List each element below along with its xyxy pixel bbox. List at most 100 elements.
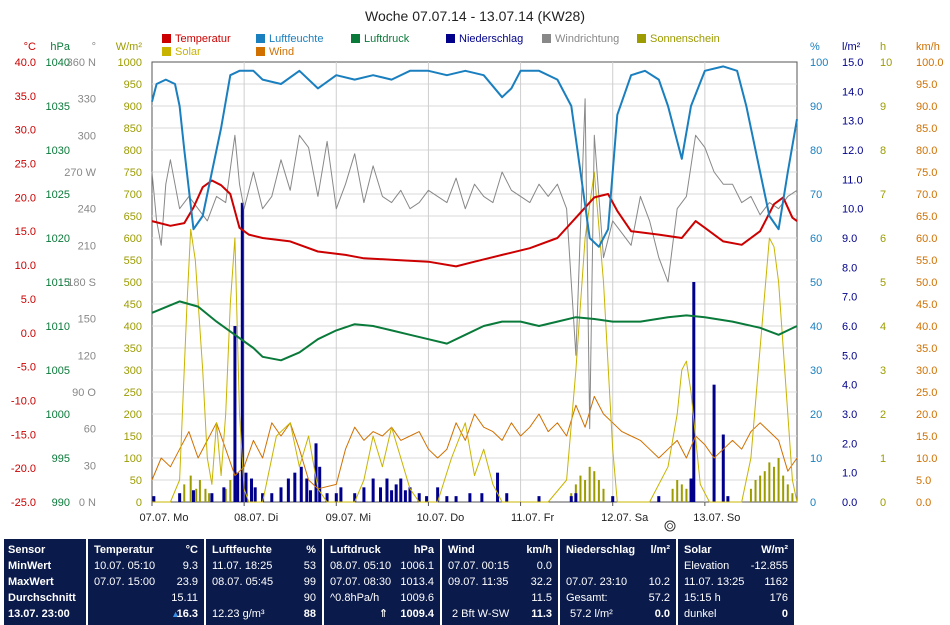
tick-wind-30-0: 30.0	[916, 365, 937, 377]
solar-elevation-label: Elevation	[684, 560, 730, 572]
tick-press-1000: 1000	[46, 409, 70, 421]
rain-bar-2	[191, 490, 195, 502]
tick-press-1015: 1015	[46, 277, 70, 289]
rain-bar-23	[339, 487, 343, 502]
wind-max-value: 32.2	[530, 576, 552, 588]
tick-sun-10: 10	[880, 57, 892, 69]
rain-bar-35	[425, 496, 429, 502]
temperatur-current: 16.3	[176, 608, 198, 620]
scroll-handle-icon[interactable]	[664, 520, 676, 532]
sun-bar-21	[749, 488, 752, 502]
tick-solar-0: 0	[136, 497, 142, 509]
tick-wind-95-0: 95.0	[916, 79, 937, 91]
legend-swatch-sun	[637, 34, 646, 43]
legend-swatch-temp	[162, 34, 171, 43]
sun-bar-25	[768, 462, 771, 502]
tick-solar-200: 200	[124, 409, 142, 421]
luftdruck-min-time: 08.07. 05:10	[330, 560, 392, 572]
rain-bar-33	[408, 487, 412, 502]
tick-sun-6: 6	[880, 233, 886, 245]
rain-bar-22	[334, 493, 338, 502]
luftdruck-header: Luftdruck	[330, 544, 381, 556]
sunshine-duration: 15:15 h	[684, 592, 721, 604]
tick-wdir-150: 150	[78, 314, 96, 326]
tick-solar-900: 900	[124, 101, 142, 113]
legend-swatch-hum	[256, 34, 265, 43]
series-lines	[151, 65, 798, 503]
rain-bar-30	[394, 484, 398, 502]
rain-bar-6	[236, 472, 240, 502]
tick-hum-70: 70	[810, 189, 822, 201]
sunshine-value: 176	[769, 592, 788, 604]
wind-avg: 11.5	[531, 592, 552, 604]
tick-solar-800: 800	[124, 145, 142, 157]
niederschlag-max-value: 10.2	[648, 576, 670, 588]
tick-sun-1: 1	[880, 453, 886, 465]
x-label-6: 13.07. So	[693, 512, 740, 524]
wind-unit: km/h	[526, 544, 552, 556]
tick-rain-7-0: 7.0	[842, 292, 857, 304]
legend-swatch-rain	[446, 34, 455, 43]
legend: Temperatur Luftfeuchte Luftdruck Niederschl…	[162, 33, 720, 58]
tick-rain-14-0: 14.0	[842, 86, 863, 98]
tick-rain-8-0: 8.0	[842, 262, 857, 274]
tick-solar-100: 100	[124, 453, 142, 465]
sun-bar-7	[229, 480, 232, 502]
tick-wdir-60: 60	[84, 424, 96, 436]
trend-up-icon: ▲	[171, 609, 180, 619]
sun-bar-5	[208, 493, 211, 502]
tick-hum-60: 60	[810, 233, 822, 245]
max-label: MaxWert	[8, 576, 54, 588]
rain-bar-12	[270, 493, 274, 502]
tick-temp-20-0: 20.0	[15, 192, 36, 204]
tick-solar-600: 600	[124, 233, 142, 245]
temperatur-max-time: 07.07. 15:00	[94, 576, 156, 588]
luftfeuchte-section: Luftfeuchte% 11.07. 18:25 53 08.07. 05:45…	[206, 539, 322, 625]
tick-temp--20-0: -20.0	[11, 463, 36, 475]
temperatur-unit: °C	[185, 544, 198, 556]
rain-bar-29	[390, 490, 394, 502]
tick-solar-50: 50	[130, 475, 142, 487]
temperatur-min-time: 10.07. 05:10	[94, 560, 156, 572]
rising-arrow-icon: ⇑	[378, 608, 388, 620]
rain-bar-0	[152, 496, 156, 502]
axis-unit-temp: °C	[24, 41, 36, 53]
rain-bar-25	[362, 487, 366, 502]
x-label-5: 12.07. Sa	[601, 512, 649, 524]
x-label-0: 07.07. Mo	[140, 512, 189, 524]
tick-solar-150: 150	[124, 431, 142, 443]
rain-bar-50	[712, 384, 716, 502]
tick-temp--10-0: -10.0	[11, 395, 36, 407]
tick-rain-0-0: 0.0	[842, 497, 857, 509]
sun-bar-6	[224, 488, 227, 502]
tick-hum-80: 80	[810, 145, 822, 157]
tick-rain-11-0: 11.0	[842, 174, 863, 186]
tick-rain-12-0: 12.0	[842, 145, 863, 157]
avg-label: Durchschnitt	[8, 592, 76, 604]
axis-unit-wdir: °	[92, 41, 96, 53]
wind-header: Wind	[448, 544, 475, 556]
rain-bar-31	[399, 478, 403, 502]
niederschlag-sum: 57.2 l/m²	[570, 608, 613, 620]
x-label-3: 10.07. Do	[417, 512, 465, 524]
tick-rain-1-0: 1.0	[842, 468, 857, 480]
rain-bar-17	[305, 478, 309, 502]
tick-solar-550: 550	[124, 255, 142, 267]
tick-wdir-300: 300	[78, 130, 96, 142]
rain-bar-8	[244, 472, 248, 502]
niederschlag-unit: l/m²	[650, 544, 670, 556]
tick-wdir-180-s: 180 S	[67, 277, 96, 289]
tick-wdir-240: 240	[78, 204, 96, 216]
chart-title: Woche 07.07.14 - 13.07.14 (KW28)	[365, 8, 585, 24]
tick-hum-0: 0	[810, 497, 816, 509]
axis-unit-press: hPa	[50, 41, 70, 53]
tick-sun-8: 8	[880, 145, 886, 157]
tick-press-1010: 1010	[46, 321, 70, 333]
tick-sun-4: 4	[880, 321, 886, 333]
tick-solar-750: 750	[124, 167, 142, 179]
tick-wind-20-0: 20.0	[916, 409, 937, 421]
tick-rain-10-0: 10.0	[842, 204, 863, 216]
tick-sun-5: 5	[880, 277, 886, 289]
temperatur-avg: 15.11	[171, 592, 198, 604]
sun-bar-11	[579, 475, 582, 502]
